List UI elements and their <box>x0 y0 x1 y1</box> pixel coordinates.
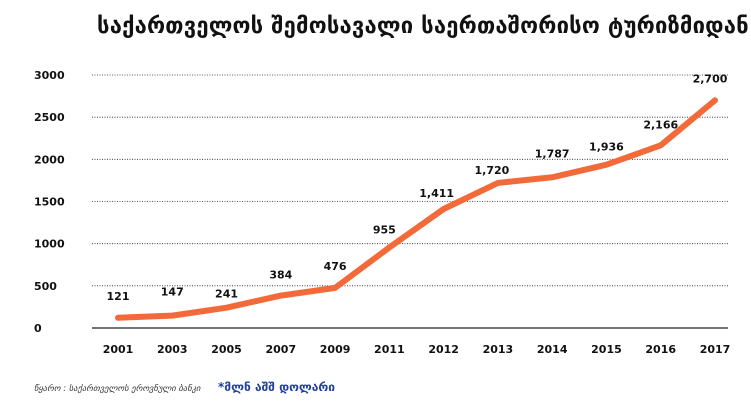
data-label: 955 <box>373 223 396 236</box>
data-label: 1,936 <box>589 141 624 154</box>
x-tick-label: 2016 <box>645 343 676 356</box>
data-label: 2,700 <box>693 72 728 85</box>
y-tick-label: 2500 <box>34 111 65 124</box>
x-tick-label: 2009 <box>320 343 351 356</box>
y-tick-label: 2000 <box>34 153 65 166</box>
data-label: 2,166 <box>643 118 678 131</box>
y-tick-label: 500 <box>34 280 57 293</box>
data-label: 1,787 <box>535 147 570 160</box>
x-tick-label: 2015 <box>591 343 622 356</box>
series-line <box>115 97 718 321</box>
y-tick-label: 0 <box>34 322 42 335</box>
x-tick-label: 2001 <box>103 343 134 356</box>
x-tick-label: 2011 <box>374 343 405 356</box>
x-tick-label: 2003 <box>157 343 188 356</box>
x-tick-label: 2017 <box>700 343 731 356</box>
data-label: 121 <box>107 290 130 303</box>
data-label: 1,411 <box>419 187 454 200</box>
data-label: 147 <box>161 286 184 299</box>
data-label: 476 <box>324 260 347 273</box>
x-tick-label: 2005 <box>211 343 242 356</box>
chart-title: საქართველოს შემოსავალი საერთაშორისო ტური… <box>97 14 749 39</box>
y-tick-label: 3000 <box>34 69 65 82</box>
data-label: 241 <box>215 288 238 301</box>
data-label: 1,720 <box>475 164 510 177</box>
x-tick-label: 2014 <box>537 343 568 356</box>
y-tick-label: 1000 <box>34 238 65 251</box>
x-tick-label: 2012 <box>428 343 459 356</box>
x-tick-label: 2013 <box>483 343 514 356</box>
unit-note: *მლნ აშშ დოლარი <box>218 380 336 394</box>
y-tick-label: 1500 <box>34 196 65 209</box>
data-label: 384 <box>269 269 292 282</box>
source-note: წყარო : საქართველოს ეროვნული ბანკი <box>34 384 201 394</box>
x-tick-label: 2007 <box>266 343 297 356</box>
